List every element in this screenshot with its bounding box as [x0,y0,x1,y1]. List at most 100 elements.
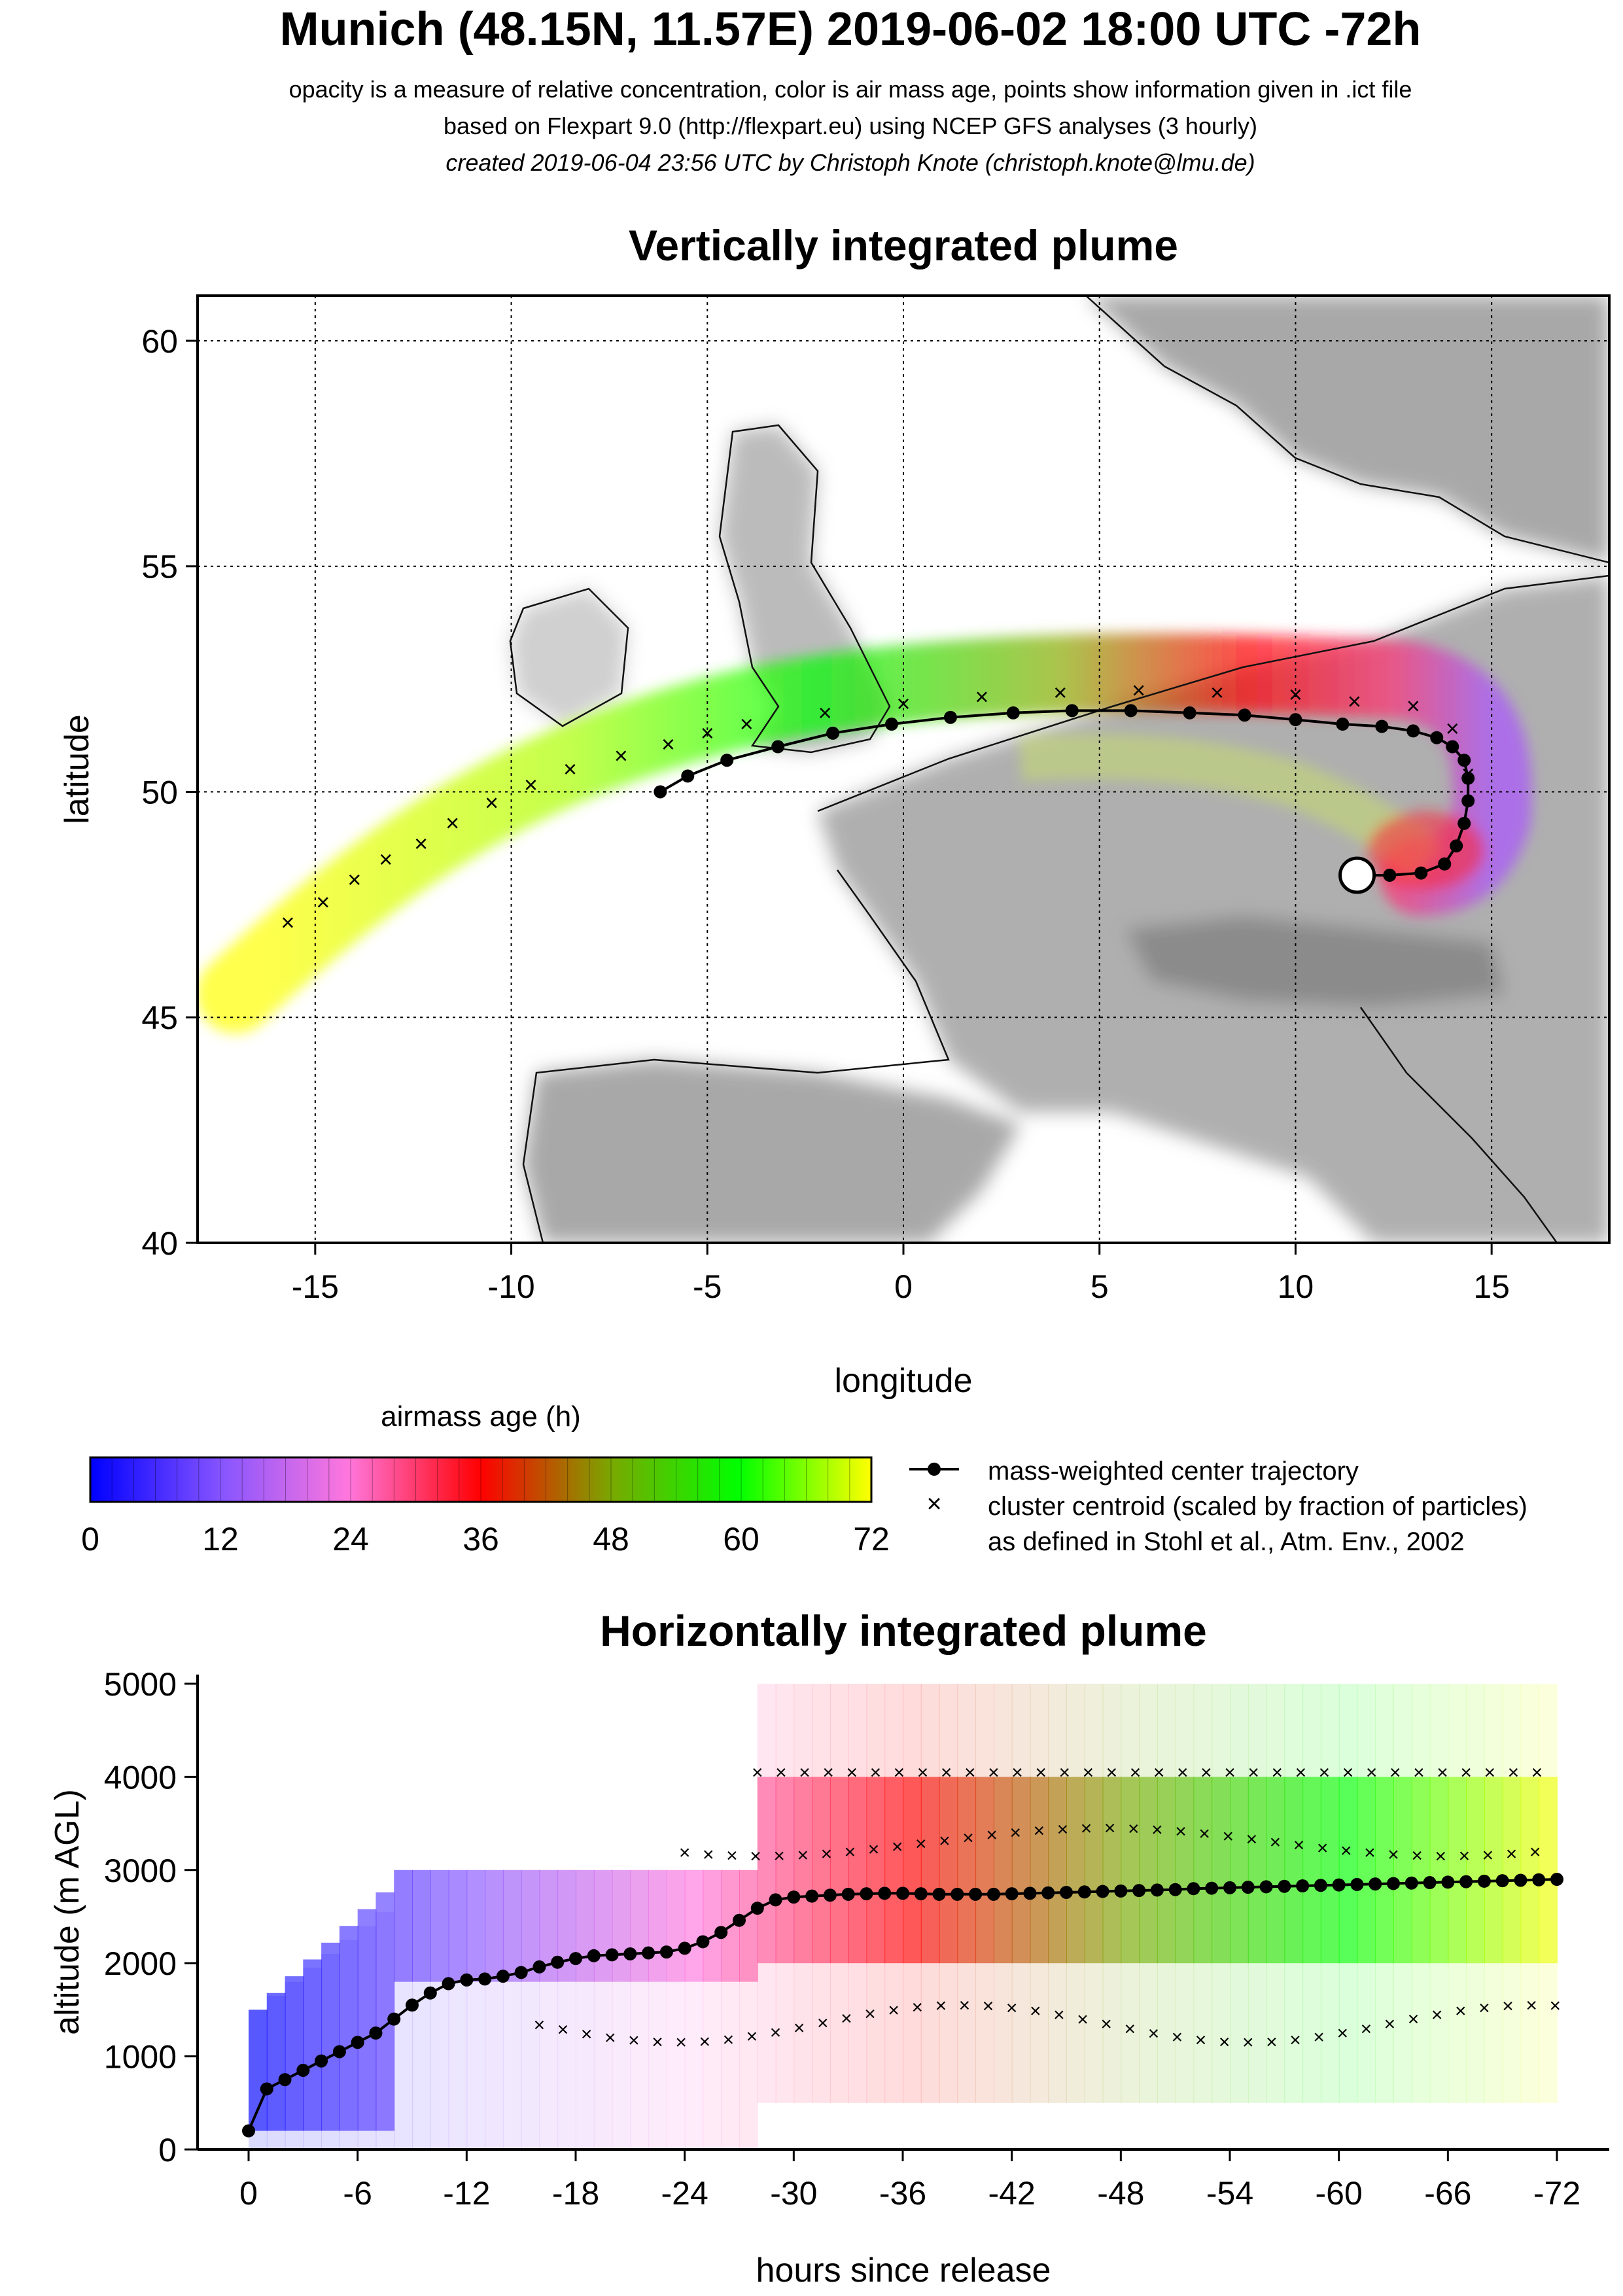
profile-x-tick-label: -42 [988,2175,1036,2212]
profile-cluster-centroid: × [935,1995,947,2017]
map-trajectory-point [826,726,840,740]
profile-trajectory-point [1096,1885,1109,1898]
profile-band-core [1375,1777,1394,1964]
profile-trajectory-point [1132,1884,1146,1898]
map-trajectory-point [654,785,667,799]
profile-trajectory-point [733,1913,746,1927]
profile-x-tick-label: -24 [661,2175,708,2212]
profile-cluster-centroid: × [1484,1762,1495,1783]
profile-band-core [666,1870,686,1982]
profile-cluster-centroid: × [1124,2018,1136,2040]
profile-band-core [1011,1777,1031,1964]
profile-band-core [1030,1777,1049,1964]
profile-trajectory-point [1550,1873,1563,1887]
profile-x-tick-label: -30 [770,2175,817,2212]
profile-trajectory-point [642,1946,655,1960]
profile-band-core [485,1870,504,1982]
profile-band-core [612,1870,631,1982]
profile-cluster-centroid: × [703,1844,714,1866]
profile-band-core [1502,1777,1522,1964]
map-trajectory-point [885,718,899,731]
map-cluster-centroid: × [379,846,393,873]
profile-band-core [1084,1777,1104,1964]
profile-trajectory-point [1023,1887,1037,1900]
map-cluster-centroid: × [485,790,498,816]
profile-cluster-centroid: × [894,1762,905,1783]
continent-landmass [818,576,1609,1243]
profile-cluster-centroid: × [652,2032,663,2053]
profile-cluster-centroid: × [1317,1837,1329,1859]
subtitle-credit: created 2019-06-04 23:56 UTC by Christop… [445,149,1255,176]
map-y-tick-label: 50 [141,774,178,810]
profile-trajectory-point [1332,1878,1346,1892]
profile-cluster-centroid: × [1366,1762,1378,1783]
profile-cluster-centroid: × [1270,1832,1282,1853]
map-cluster-centroid: × [1132,676,1145,703]
profile-band-core [1429,1777,1449,1964]
profile-trajectory-point [1387,1877,1400,1890]
profile-trajectory-point [969,1887,983,1901]
profile-cluster-centroid: × [1248,1762,1259,1783]
map-y-tick-label: 55 [141,549,178,585]
profile-band-core [775,1777,795,1964]
main-title: Munich (48.15N, 11.57E) 2019-06-02 18:00… [279,3,1422,56]
subtitle-model-note: based on Flexpart 9.0 (http://flexpart.e… [444,113,1257,139]
profile-cluster-centroid: × [746,2026,758,2047]
profile-trajectory-point [623,1947,637,1960]
profile-cluster-centroid: × [983,1995,994,2017]
colorbar-tick-label: 24 [332,1521,369,1557]
profile-band-core [703,1870,722,1982]
legend-cluster-reference: as defined in Stohl et al., Atm. Env., 2… [988,1527,1465,1556]
map-cluster-centroid: × [896,690,910,717]
profile-cluster-centroid: × [962,1827,974,1849]
map-trajectory-point [1238,708,1251,722]
profile-band-core [829,1777,849,1964]
profile-cluster-centroid: × [752,1762,763,1783]
profile-cluster-centroid: × [750,1845,761,1867]
profile-cluster-centroid: × [1177,1762,1189,1783]
profile-cluster-centroid: × [892,1836,903,1858]
map-cluster-centroid: × [524,771,538,798]
profile-band-core [430,1870,449,1982]
alps-range [1125,916,1505,1007]
map-cluster-centroid: × [818,699,832,726]
profile-trajectory-point [551,1955,565,1969]
profile-trajectory-point [514,1966,528,1979]
profile-cluster-centroid: × [1083,1762,1094,1783]
profile-cluster-centroid: × [1009,1822,1021,1844]
coastlines [509,296,1609,1243]
profile-trajectory-point [296,2063,310,2077]
profile-x-tick-label: -72 [1533,2175,1580,2212]
profile-y-tick-label: 5000 [104,1666,177,1703]
profile-cluster-centroid: × [628,2030,640,2051]
profile-trajectory-point [1241,1881,1255,1894]
profile-band-core [1320,1777,1340,1964]
profile-cluster-centroid: × [888,2000,899,2021]
profile-trajectory-point [587,1949,601,1962]
map-x-tick-label: 5 [1091,1268,1109,1305]
map-trajectory-point [1430,731,1444,744]
profile-cluster-centroid: × [1389,1762,1401,1783]
profile-cluster-centroid: × [699,2031,710,2053]
profile-cluster-centroid: × [1549,1995,1561,2017]
profile-band-core [1139,1777,1158,1964]
profile-cluster-centroid: × [1006,1997,1018,2019]
profile-cluster-centroid: × [1361,2018,1372,2040]
legend-cluster-label: cluster centroid (scaled by fraction of … [988,1492,1527,1521]
map-x-axis-label: longitude [834,1362,972,1400]
profile-cluster-centroid: × [959,1994,971,2016]
colorbar-ticks: 0 12 24 36 48 60 72 [81,1521,890,1557]
profile-band-core [466,1870,486,1982]
profile-y-tick-label: 3000 [104,1852,177,1889]
profile-band-core [303,1959,323,2131]
profile-band-core [757,1777,777,1964]
profile-trajectory-point [242,2124,255,2138]
profile-band-core [648,1870,667,1982]
italy-coastline [1359,1007,1558,1243]
profile-band-core [1539,1777,1558,1964]
profile-cluster-centroid: × [941,1762,952,1783]
profile-trajectory-point [1150,1883,1164,1897]
map-trajectory-point [1461,771,1475,785]
